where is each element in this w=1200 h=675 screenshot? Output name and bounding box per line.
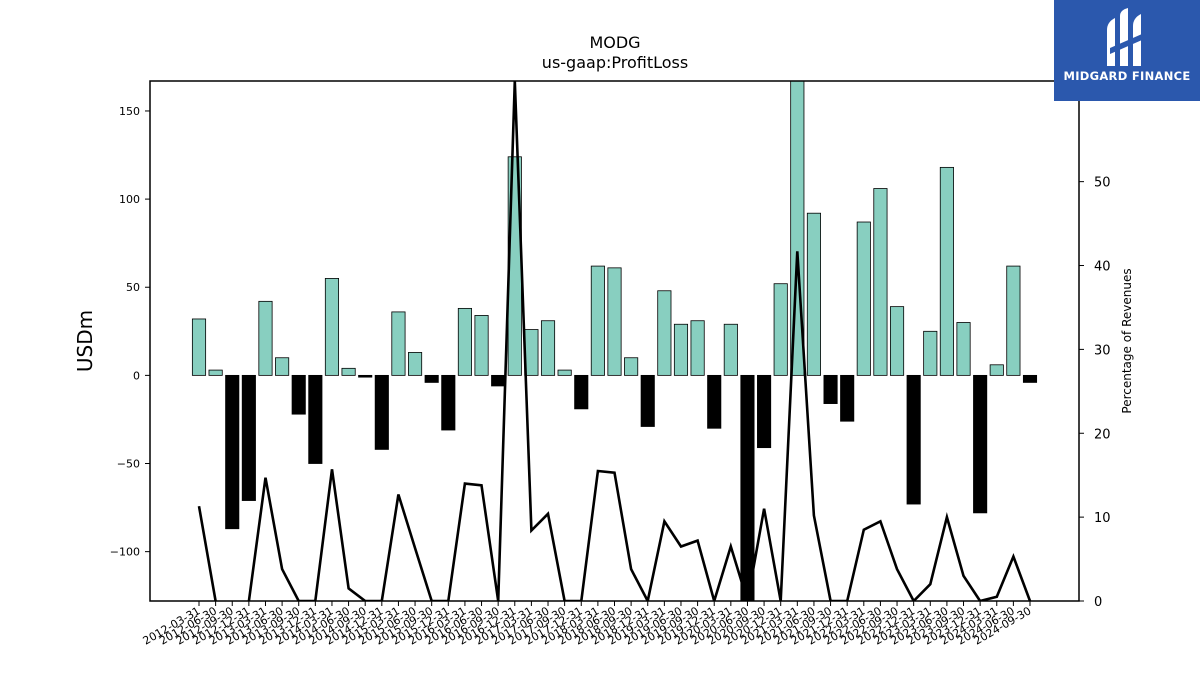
y2-tick-label: 0 xyxy=(1094,595,1102,610)
bar xyxy=(457,307,472,376)
bar xyxy=(208,369,223,376)
midgard-finance-logo: MIDGARD FINANCE xyxy=(1054,0,1200,101)
bar xyxy=(973,374,988,514)
bar xyxy=(275,357,290,376)
bar xyxy=(823,374,838,404)
bar xyxy=(840,374,855,422)
bar xyxy=(358,374,373,378)
bar xyxy=(939,166,954,376)
revenue-percentage-line xyxy=(197,81,1032,601)
bar xyxy=(391,311,406,376)
bar xyxy=(1022,374,1038,383)
y-axis-right: 0 10 20 30 40 50 xyxy=(1079,176,1111,610)
y2-axis-label: Percentage of Revenues xyxy=(1120,268,1134,413)
bar xyxy=(241,374,256,501)
bar xyxy=(524,329,539,376)
bar xyxy=(557,369,572,376)
bar xyxy=(191,318,207,376)
bar xyxy=(441,374,456,431)
bar xyxy=(773,283,788,376)
bar xyxy=(723,323,738,376)
midgard-logo-icon xyxy=(1107,8,1142,66)
bar xyxy=(640,374,655,427)
bar xyxy=(424,374,439,383)
bar xyxy=(607,267,622,376)
bar xyxy=(740,374,755,602)
bar xyxy=(657,290,672,376)
bar xyxy=(757,374,772,449)
bar xyxy=(474,315,489,376)
bar-series xyxy=(191,80,1038,602)
bar xyxy=(308,374,323,464)
y-tick-label: −50 xyxy=(117,458,140,471)
bar xyxy=(540,320,556,376)
bar xyxy=(374,374,389,450)
bar xyxy=(906,374,921,505)
bar xyxy=(806,212,821,376)
bar xyxy=(590,265,605,376)
bar xyxy=(873,188,888,376)
y-axis-label: USDm xyxy=(73,310,97,372)
y-tick-label: −100 xyxy=(110,546,140,559)
chart-subtitle: us-gaap:ProfitLoss xyxy=(542,53,688,72)
logo-text: MIDGARD FINANCE xyxy=(1063,69,1191,83)
y-tick-label: 0 xyxy=(133,369,140,382)
bar xyxy=(574,374,589,410)
bar xyxy=(989,364,1004,376)
bar xyxy=(291,374,306,415)
bar xyxy=(690,320,705,376)
y-tick-label: 50 xyxy=(126,281,140,294)
bar xyxy=(624,357,639,376)
bar xyxy=(889,306,905,376)
line-series xyxy=(197,81,1032,601)
bar xyxy=(673,323,689,376)
y2-tick-label: 10 xyxy=(1094,511,1111,526)
bar xyxy=(258,300,273,376)
y-tick-label: 150 xyxy=(119,105,140,118)
bar xyxy=(324,278,340,376)
bar xyxy=(408,352,423,376)
bar xyxy=(491,374,506,387)
bar xyxy=(1006,265,1021,376)
y2-tick-label: 20 xyxy=(1094,427,1111,442)
y2-tick-label: 30 xyxy=(1094,343,1111,358)
bar xyxy=(707,374,722,429)
y2-tick-label: 50 xyxy=(1094,176,1111,191)
x-axis: 2012-03-312012-06-302012-09-302012-12-31… xyxy=(141,601,1034,648)
bar xyxy=(225,374,240,530)
bar xyxy=(341,367,356,376)
chart-title: MODG xyxy=(589,33,640,52)
y-tick-label: 100 xyxy=(119,193,140,206)
bar xyxy=(856,221,871,376)
y2-tick-label: 40 xyxy=(1094,260,1111,275)
bar xyxy=(923,330,938,376)
bar xyxy=(956,322,971,376)
y-axis-left: −100 −50 0 50 100 150 xyxy=(110,105,150,559)
